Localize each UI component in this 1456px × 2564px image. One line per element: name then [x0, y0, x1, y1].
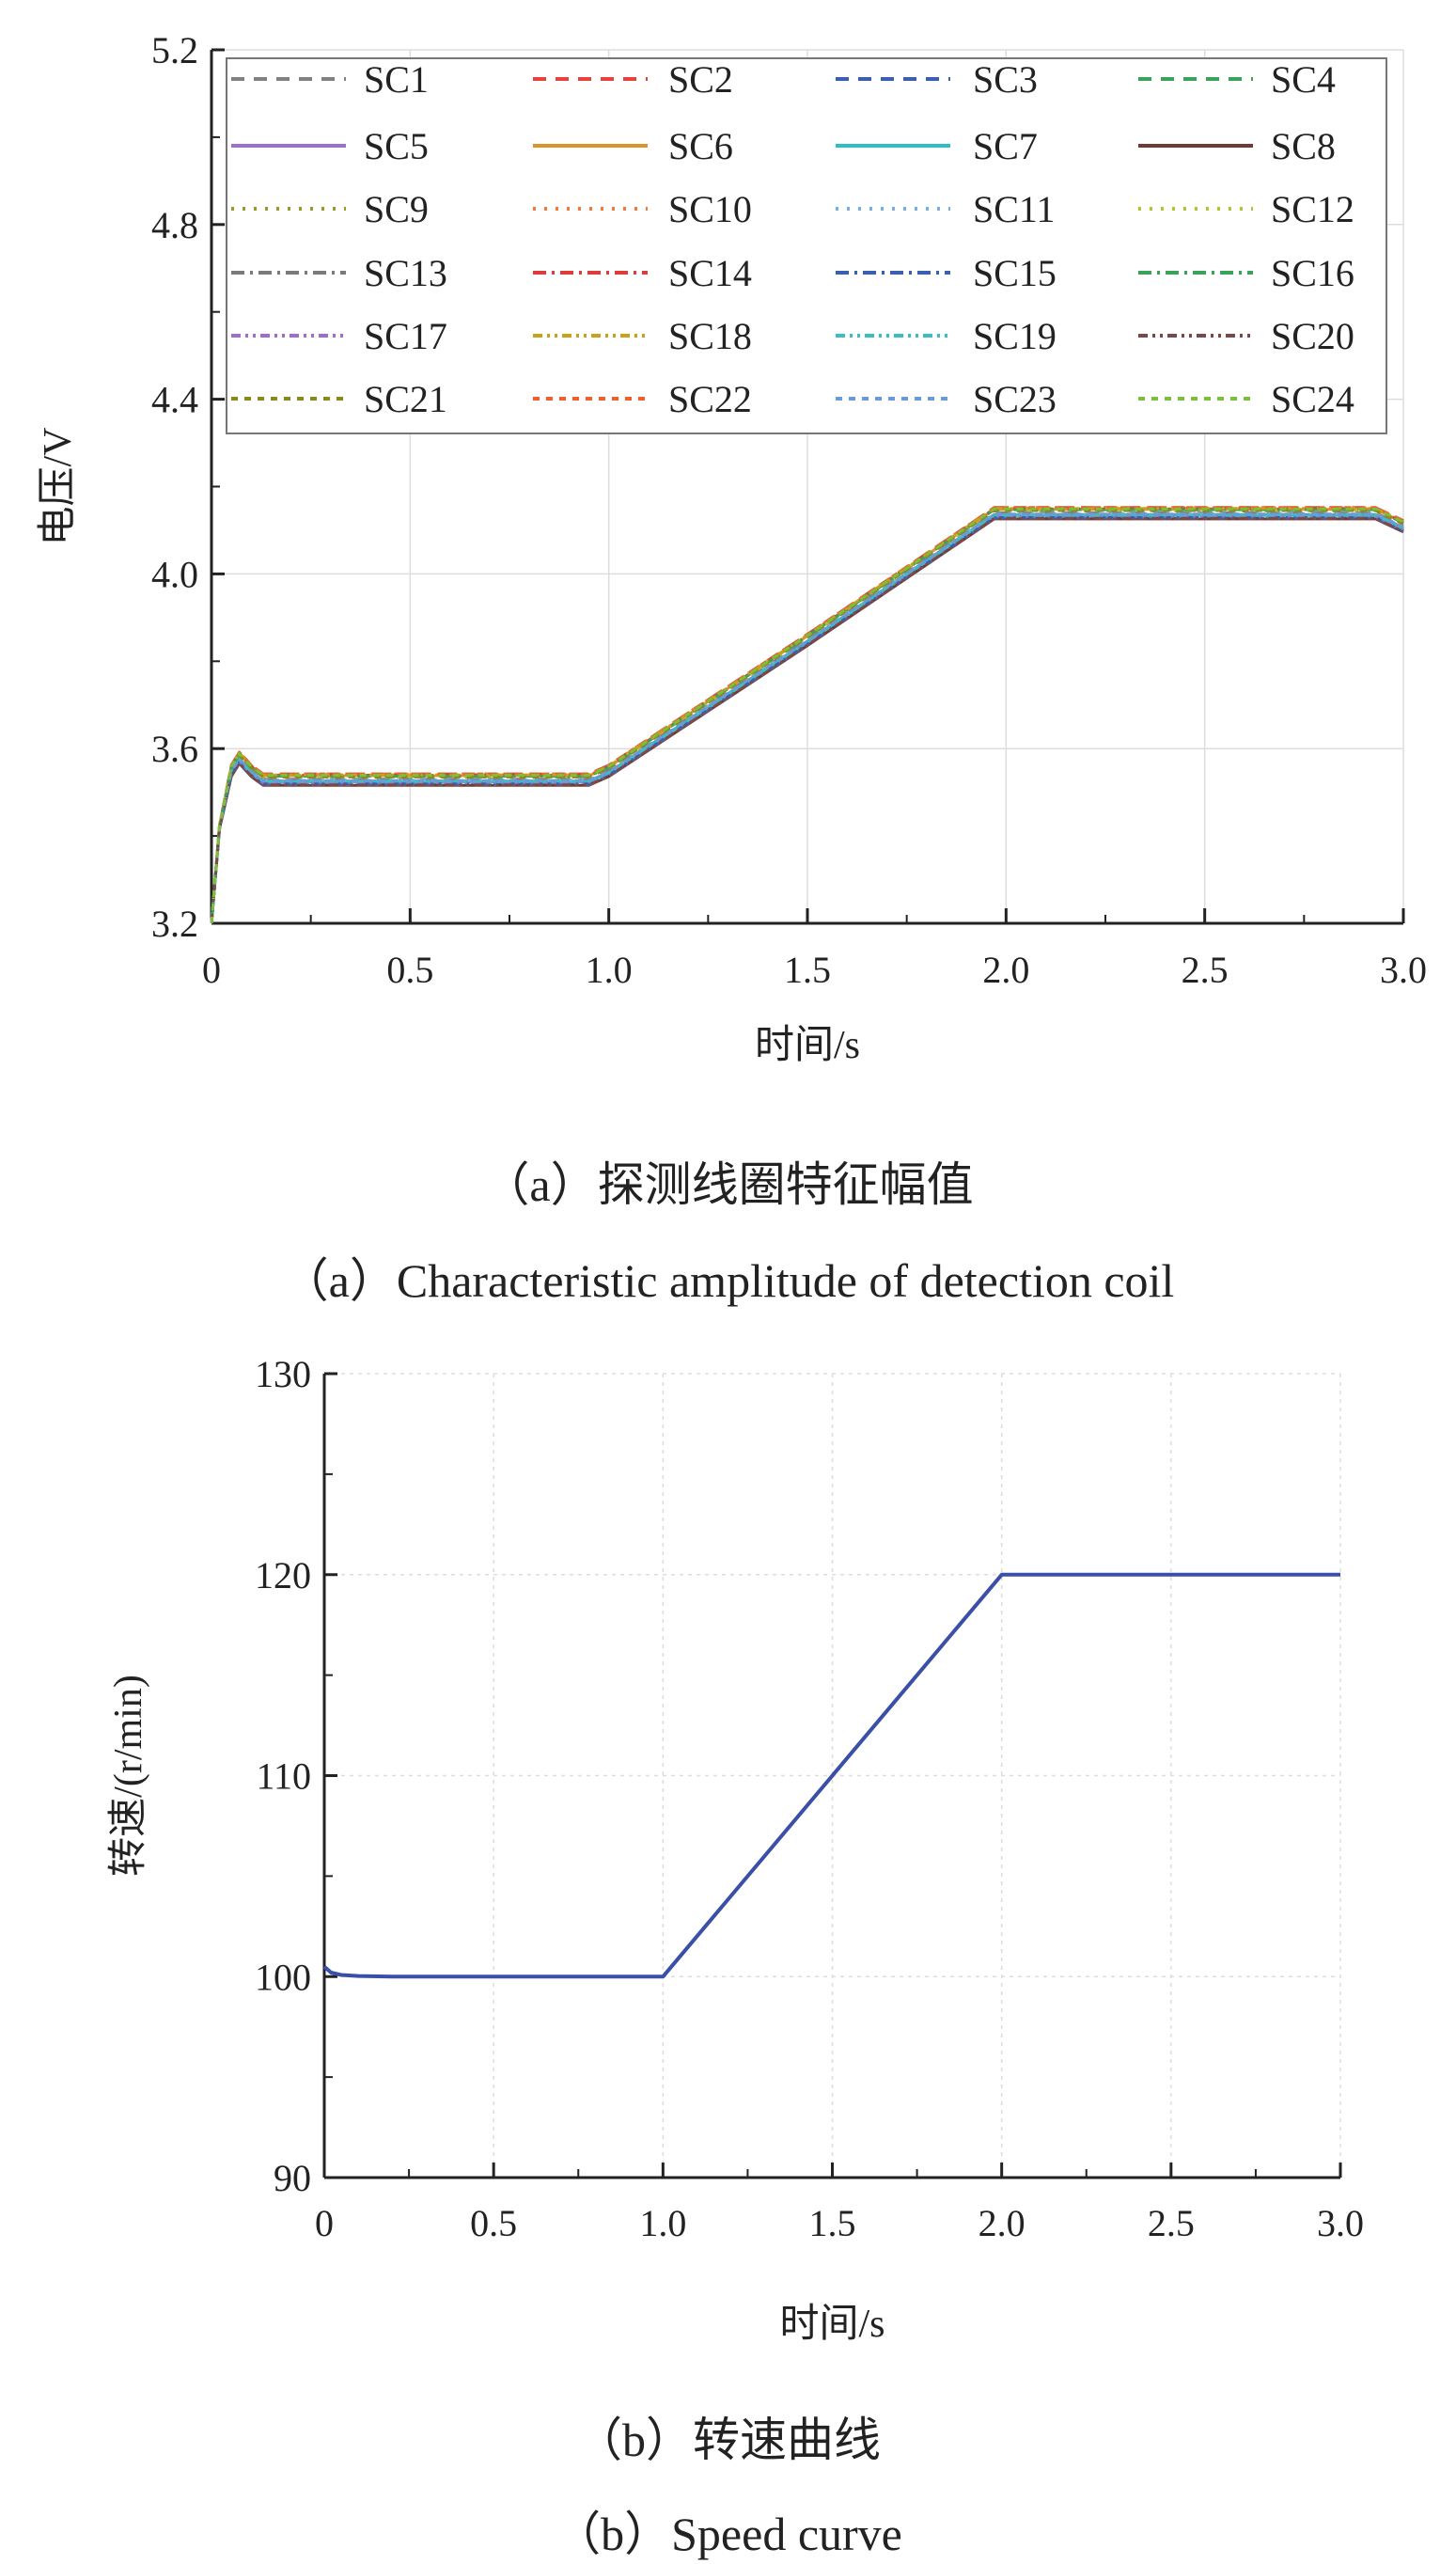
y-tick-label: 5.2: [151, 29, 198, 71]
legend-label-sc11: SC11: [973, 188, 1055, 230]
y-tick-label: 100: [255, 1956, 311, 1998]
voltage-chart: 0 0.5 1.0 1.5 2.0 2.5 3.0 3.2 3.6 4.0 4.4 4.8 5.2 时间/…: [37, 29, 1427, 1067]
x-tick-label: 0: [315, 2202, 334, 2244]
x-tick-label: 1.5: [809, 2202, 856, 2244]
x-tick-label: 2.5: [1182, 949, 1229, 991]
y-tick-label: 120: [255, 1554, 311, 1597]
x-tick-label: 1.5: [784, 949, 831, 991]
y-tick-label: 3.6: [151, 728, 198, 770]
legend-label-sc16: SC16: [1271, 252, 1354, 294]
legend-label-sc22: SC22: [668, 378, 752, 420]
legend-label-sc5: SC5: [364, 125, 429, 167]
y-axis-label: 转速/(r/min): [107, 1675, 150, 1877]
legend-label-sc4: SC4: [1271, 58, 1336, 101]
x-tick-label: 2.0: [982, 949, 1029, 991]
y-tick-label: 130: [255, 1353, 311, 1395]
series-line-sc3: [210, 515, 1404, 924]
x-tick-label: 3.0: [1380, 949, 1427, 991]
y-tick-label: 4.4: [151, 379, 198, 421]
x-tick-label: 0: [202, 949, 221, 991]
legend-label-sc15: SC15: [973, 252, 1057, 294]
series-line-sc15: [210, 516, 1404, 924]
x-tick-label: 1.0: [586, 949, 633, 991]
x-tick-label: 1.0: [639, 2202, 686, 2244]
legend-label-sc8: SC8: [1271, 125, 1336, 167]
x-tick-label: 0.5: [470, 2202, 517, 2244]
legend-label-sc2: SC2: [668, 58, 733, 101]
y-tick-label: 3.2: [151, 903, 198, 945]
series-line-sc23: [210, 512, 1404, 924]
x-tick-label: 2.5: [1148, 2202, 1195, 2244]
y-tick-label: 4.8: [151, 204, 198, 246]
x-tick-label: 2.0: [978, 2202, 1025, 2244]
legend-label-sc13: SC13: [364, 252, 447, 294]
legend-label-sc6: SC6: [668, 125, 733, 167]
legend-label-sc24: SC24: [1271, 378, 1354, 420]
legend-label-sc18: SC18: [668, 315, 752, 357]
legend-label-sc19: SC19: [973, 315, 1057, 357]
x-axis-label: 时间/s: [779, 2303, 885, 2346]
legend-label-sc23: SC23: [973, 378, 1057, 420]
legend-label-sc21: SC21: [364, 378, 447, 420]
y-tick-label: 90: [274, 2157, 311, 2199]
legend-label-sc14: SC14: [668, 252, 752, 294]
x-tick-label: 0.5: [386, 949, 433, 991]
legend-label-sc17: SC17: [364, 315, 447, 357]
caption-b-chinese: （b）转速曲线: [575, 2414, 881, 2466]
y-tick-label: 110: [256, 1755, 311, 1798]
legend-label-sc12: SC12: [1271, 188, 1354, 230]
legend-label-sc10: SC10: [668, 188, 752, 230]
legend-label-sc9: SC9: [364, 188, 429, 230]
legend-label-sc1: SC1: [364, 58, 429, 101]
series-line-sc18: [210, 507, 1404, 924]
legend-label-sc20: SC20: [1271, 315, 1354, 357]
legend-box: [226, 57, 1387, 434]
caption-a-chinese: （a）探测线圈特征幅值: [482, 1158, 974, 1211]
legend-label-sc7: SC7: [973, 125, 1038, 167]
caption-a-english: （a）Characteristic amplitude of detection…: [281, 1254, 1175, 1307]
y-axis-label: 电压/V: [37, 427, 80, 545]
legend-label-sc3: SC3: [973, 58, 1038, 101]
series-line-speed: [322, 1572, 1340, 1979]
caption-b-english: （b）Speed curve: [554, 2508, 902, 2560]
x-axis-label: 时间/s: [755, 1024, 860, 1067]
x-tick-label: 3.0: [1317, 2202, 1364, 2244]
y-tick-label: 4.0: [151, 553, 198, 595]
